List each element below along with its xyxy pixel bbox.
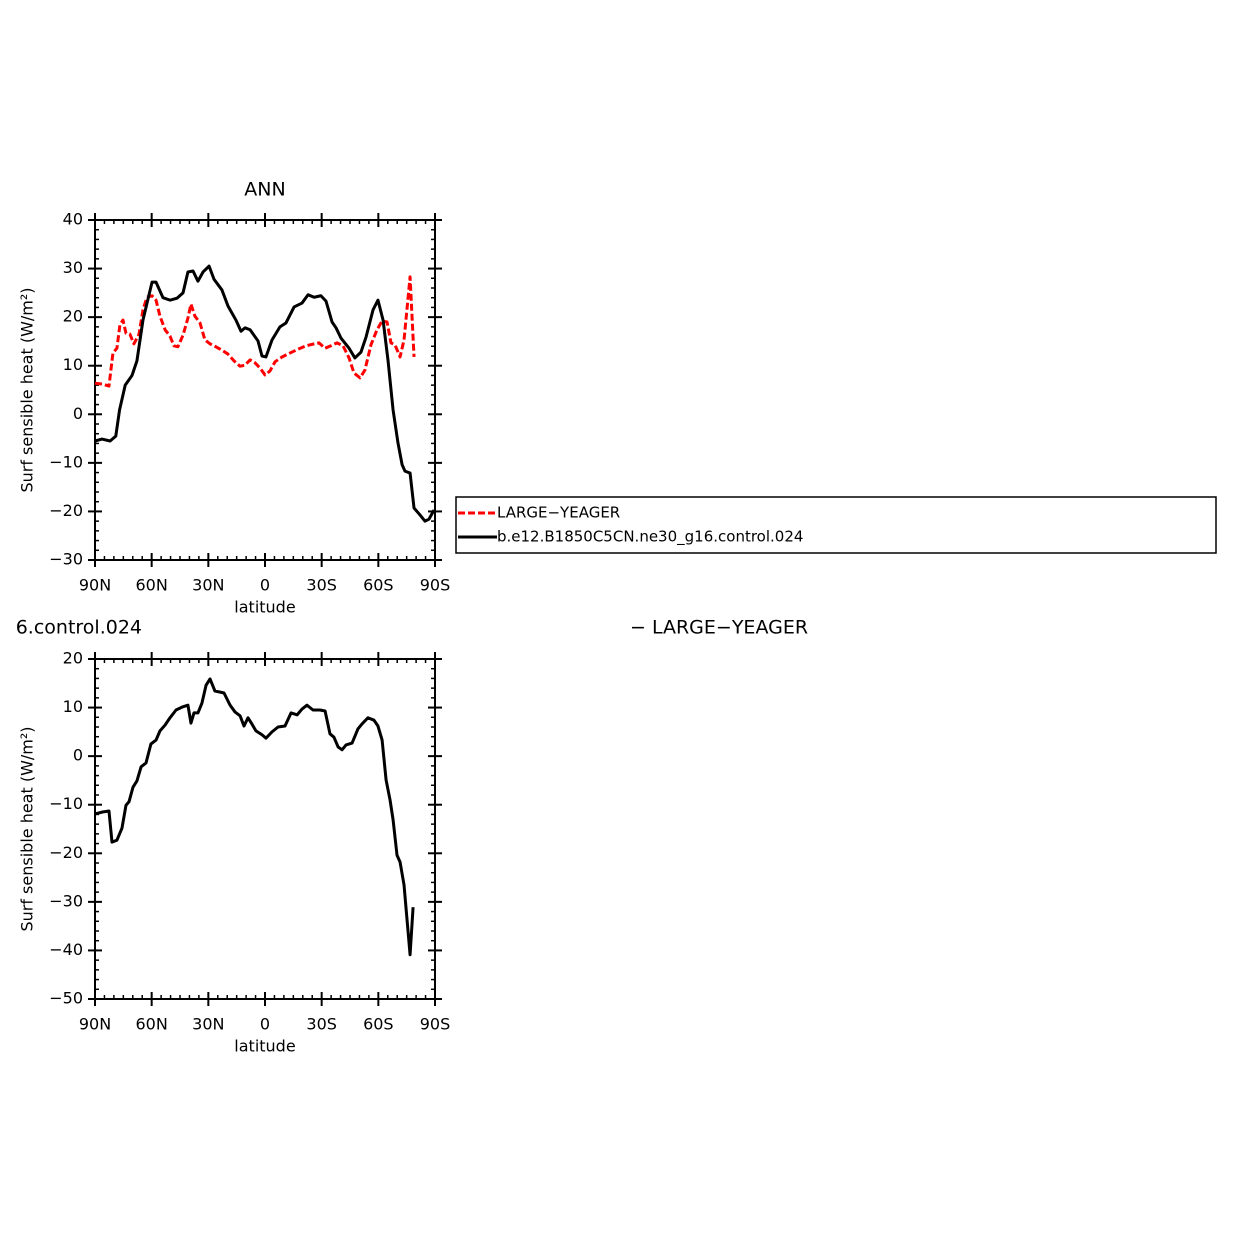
x-tick-label: 30N: [192, 576, 224, 595]
y-tick-label: 20: [63, 307, 83, 326]
chart-title: ANN: [244, 179, 285, 201]
x-tick-label: 90N: [79, 576, 111, 595]
y-tick-label: −50: [49, 989, 83, 1008]
plot-frame: [94, 658, 436, 1000]
plot-frame: [94, 219, 436, 561]
y-tick-label: 40: [63, 210, 83, 229]
x-tick-label: 90S: [420, 1015, 451, 1034]
y-tick-label: 20: [63, 649, 83, 668]
y-tick-label: −30: [49, 550, 83, 569]
x-tick-label: 30S: [306, 1015, 337, 1034]
x-tick-label: 0: [260, 576, 270, 595]
y-tick-label: −10: [49, 452, 83, 471]
y-tick-label: −20: [49, 501, 83, 520]
y-tick-label: −10: [49, 794, 83, 813]
x-tick-label: 0: [260, 1015, 270, 1034]
data-line: [94, 275, 416, 388]
y-tick-label: 30: [63, 258, 83, 277]
y-axis-label: Surf sensible heat (W/m²): [18, 726, 37, 931]
legend-box: [455, 496, 1217, 554]
y-tick-label: 0: [73, 746, 83, 765]
x-tick-label: 90S: [420, 576, 451, 595]
x-axis-label: latitude: [234, 1037, 295, 1056]
x-tick-label: 60S: [363, 576, 394, 595]
x-tick-label: 60N: [136, 576, 168, 595]
chart-subtitle: − LARGE−YEAGER: [630, 617, 808, 639]
y-tick-label: 10: [63, 697, 83, 716]
x-axis-label: latitude: [234, 598, 295, 617]
x-tick-label: 60S: [363, 1015, 394, 1034]
legend-label: b.e12.B1850C5CN.ne30_g16.control.024: [497, 528, 803, 547]
x-tick-label: 30N: [192, 1015, 224, 1034]
y-tick-label: −20: [49, 843, 83, 862]
x-tick-label: 30S: [306, 576, 337, 595]
data-line: [94, 264, 436, 523]
y-axis-label: Surf sensible heat (W/m²): [18, 287, 37, 492]
data-line: [94, 677, 415, 957]
y-tick-label: 0: [73, 404, 83, 423]
legend-label: LARGE−YEAGER: [497, 504, 620, 522]
chart-title: 6.control.024: [16, 617, 142, 639]
y-tick-label: −30: [49, 891, 83, 910]
y-tick-label: 10: [63, 355, 83, 374]
x-tick-label: 60N: [136, 1015, 168, 1034]
x-tick-label: 90N: [79, 1015, 111, 1034]
y-tick-label: −40: [49, 940, 83, 959]
